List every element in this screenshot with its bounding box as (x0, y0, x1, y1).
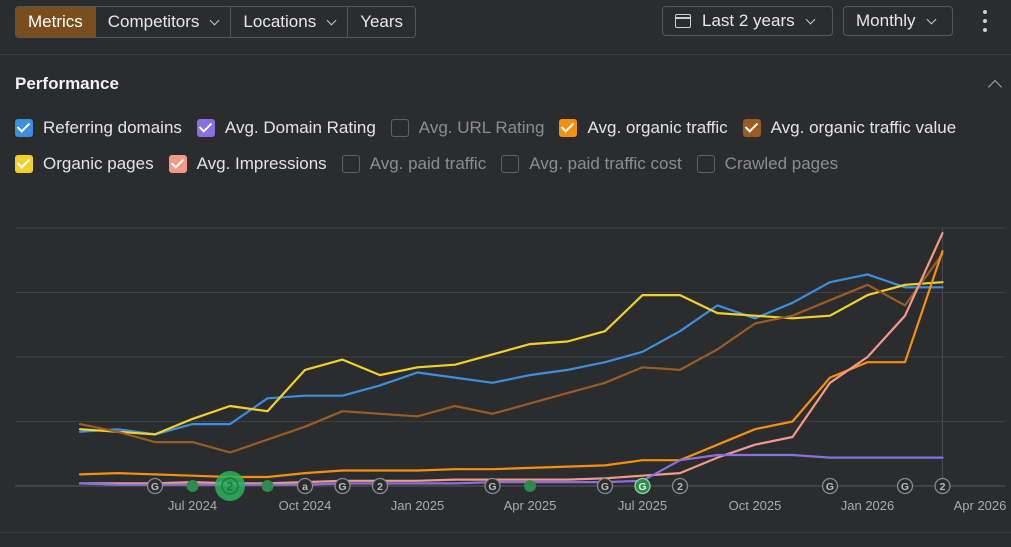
update-marker-label: G (488, 481, 496, 493)
checkbox-icon (341, 155, 360, 173)
x-tick-label: Jan 2025 (391, 498, 445, 513)
update-marker (821, 477, 839, 495)
event-marker-ring (221, 477, 239, 495)
update-marker (334, 477, 351, 495)
update-marker (371, 477, 389, 495)
legend-label: Avg. paid traffic (369, 154, 487, 173)
legend-toggle-crawled-pages[interactable]: Crawled pages (696, 154, 839, 174)
legend-toggle-avg-impressions[interactable]: Avg. Impressions (168, 154, 327, 174)
x-tick-label: Oct 2025 (729, 498, 782, 513)
legend-row-2: Organic pages Avg. Impressions Avg. paid t… (15, 154, 853, 174)
series-line-avg-organic-traffic (78, 250, 944, 479)
checkbox-icon (15, 119, 33, 137)
update-marker (146, 477, 164, 495)
section-title: Performance (15, 74, 119, 93)
series-line-referring-domains (78, 273, 944, 436)
update-marker-label: G (638, 481, 646, 493)
update-marker (596, 477, 614, 495)
x-tick-label: Apr 2026 (954, 498, 1007, 513)
update-marker (634, 477, 651, 495)
series-line-organic-pages (78, 281, 944, 436)
update-marker-label: G (338, 481, 346, 493)
update-marker-label: 2 (940, 481, 946, 493)
update-marker-label: 2 (377, 481, 383, 493)
update-marker (934, 477, 951, 495)
checkbox-icon (696, 155, 715, 173)
calendar-icon (675, 14, 691, 28)
legend-label: Referring domains (43, 118, 182, 137)
event-marker (524, 480, 536, 492)
event-marker (186, 480, 199, 492)
tab-metrics[interactable]: Metrics (16, 7, 96, 37)
legend-label: Avg. Domain Rating (224, 118, 376, 137)
event-marker (261, 480, 274, 492)
checkbox-icon (559, 119, 578, 137)
legend-label: Avg. Impressions (196, 154, 327, 173)
update-marker-label: G (826, 481, 834, 493)
update-marker-label: 2 (677, 481, 683, 493)
legend-toggle-avg-url-rating[interactable]: Avg. URL Rating (390, 118, 545, 138)
x-tick-label: Jan 2026 (841, 498, 895, 513)
interval-dropdown[interactable]: Monthly (843, 6, 953, 36)
update-marker (484, 477, 501, 495)
update-marker (296, 477, 314, 495)
legend-label: Crawled pages (724, 154, 839, 173)
legend-toggle-referring-domains[interactable]: Referring domains (15, 118, 182, 138)
legend-label: Organic pages (43, 154, 154, 173)
update-marker (896, 477, 914, 495)
checkbox-icon (390, 119, 409, 137)
tab-competitors-label: Competitors (107, 12, 200, 31)
date-range-dropdown[interactable]: Last 2 years (662, 6, 833, 36)
legend-toggle-organic-pages[interactable]: Organic pages (15, 154, 154, 174)
update-marker (671, 477, 689, 495)
tab-metrics-label: Metrics (28, 12, 83, 31)
update-marker-label: a (302, 481, 308, 493)
x-tick-label: Jul 2025 (618, 498, 667, 513)
legend-toggle-avg-paid-traffic[interactable]: Avg. paid traffic (341, 154, 487, 174)
checkbox-icon (501, 155, 520, 173)
checkbox-icon (742, 119, 761, 137)
x-tick-label: Oct 2024 (279, 498, 332, 513)
interval-label: Monthly (856, 11, 916, 30)
legend-label: Avg. organic traffic value (770, 118, 957, 137)
update-marker-label: G (151, 481, 159, 493)
legend-toggle-avg-organic-traffic-value[interactable]: Avg. organic traffic value (742, 118, 957, 138)
legend-label: Avg. organic traffic (587, 118, 728, 137)
legend-toggle-avg-organic-traffic[interactable]: Avg. organic traffic (559, 118, 728, 138)
x-tick-label: Jul 2024 (168, 498, 217, 513)
checkbox-icon (196, 119, 215, 137)
tab-locations-label: Locations (243, 12, 317, 31)
tab-locations[interactable]: Locations (231, 7, 349, 37)
divider (0, 532, 1011, 533)
x-tick-label: Apr 2025 (504, 498, 557, 513)
update-marker-label: G (901, 481, 909, 493)
event-marker-label: 2 (227, 480, 234, 494)
legend-toggle-avg-paid-traffic-cost[interactable]: Avg. paid traffic cost (501, 154, 682, 174)
legend-label: Avg. paid traffic cost (529, 154, 682, 173)
toolbar: Metrics Competitors Locations Years Last… (0, 0, 1011, 55)
legend-label: Avg. URL Rating (418, 118, 545, 137)
view-tabs: Metrics Competitors Locations Years (15, 6, 417, 38)
tab-years-label: Years (360, 12, 404, 31)
legend-toggle-avg-domain-rating[interactable]: Avg. Domain Rating (196, 118, 376, 138)
series-line-avg-organic-traffic-value (78, 252, 944, 454)
event-marker-large (215, 471, 245, 501)
tab-years[interactable]: Years (348, 7, 415, 37)
checkbox-icon (168, 155, 187, 173)
legend-row-1: Referring domains Avg. Domain Rating Avg. … (15, 118, 971, 138)
tab-competitors[interactable]: Competitors (96, 7, 232, 37)
date-range-label: Last 2 years (702, 11, 795, 30)
update-marker-label: G (601, 481, 609, 493)
checkbox-icon (15, 155, 33, 173)
kebab-icon[interactable] (979, 10, 991, 32)
